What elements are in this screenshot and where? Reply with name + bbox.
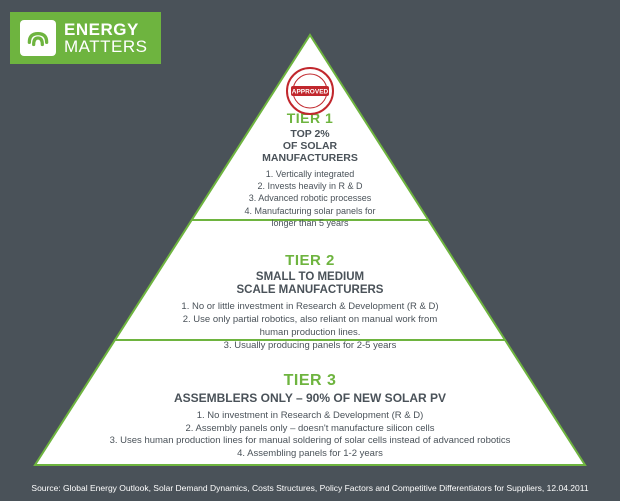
- tier2-points: 1. No or little investment in Research &…: [40, 301, 580, 352]
- stamp-text: APPROVED: [292, 89, 329, 96]
- tier1-points: 1. Vertically integrated 2. Invests heav…: [40, 168, 580, 229]
- approved-stamp: APPROVED: [285, 66, 335, 116]
- tier3-subtitle: ASSEMBLERS ONLY – 90% OF NEW SOLAR PV: [40, 392, 580, 406]
- tier1-subtitle: TOP 2%OF SOLARMANUFACTURERS: [40, 128, 580, 164]
- logo-text: ENERGY MATTERS: [64, 21, 147, 55]
- tier3-points: 1. No investment in Research & Developme…: [40, 410, 580, 461]
- tier3-title: TIER 3: [40, 372, 580, 390]
- source-citation: Source: Global Energy Outlook, Solar Dem…: [0, 483, 620, 493]
- logo-badge: ENERGY MATTERS: [10, 12, 161, 64]
- tier2-title: TIER 2: [40, 252, 580, 269]
- tier-3: TIER 3 ASSEMBLERS ONLY – 90% OF NEW SOLA…: [30, 372, 590, 461]
- logo-icon: [20, 20, 56, 56]
- tier2-subtitle: SMALL TO MEDIUMSCALE MANUFACTURERS: [40, 271, 580, 297]
- logo-line2: MATTERS: [64, 38, 147, 55]
- tier-2: TIER 2 SMALL TO MEDIUMSCALE MANUFACTURER…: [30, 252, 590, 353]
- tier-1: TIER 1 TOP 2%OF SOLARMANUFACTURERS 1. Ve…: [30, 110, 590, 229]
- pyramid: APPROVED TIER 1 TOP 2%OF SOLARMANUFACTUR…: [30, 30, 590, 470]
- logo-line1: ENERGY: [64, 21, 147, 38]
